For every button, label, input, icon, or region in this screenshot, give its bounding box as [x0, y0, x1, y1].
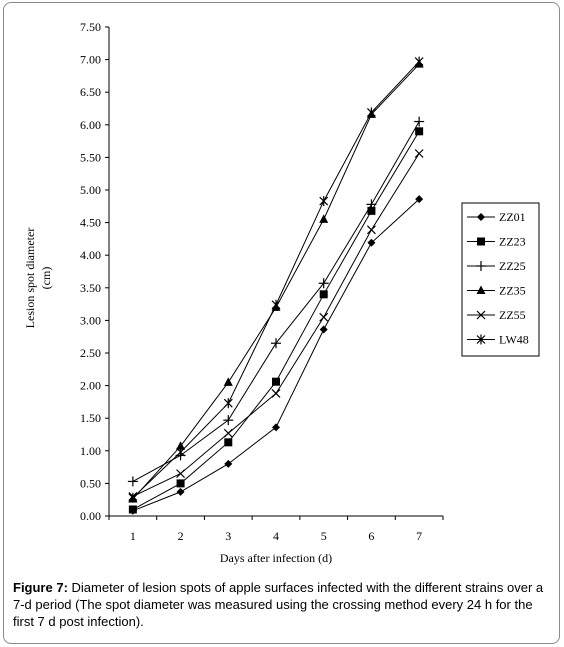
legend-marker-zz55: [476, 310, 486, 320]
series-line-zz35: [132, 63, 420, 500]
series-line-zz23: [132, 131, 420, 510]
data-point-zz01: [367, 238, 376, 247]
legend-label-zz01: ZZ01: [499, 210, 526, 224]
series-zz23: [128, 127, 424, 514]
y-axis-label: Lesion spot diameter: [23, 228, 37, 329]
data-point-zz23: [319, 290, 328, 299]
legend-label-zz55: ZZ55: [499, 308, 526, 322]
y-tick-label: 6.00: [80, 118, 101, 132]
series-line-zz01: [132, 198, 420, 512]
legend-marker-zz01: [477, 213, 485, 221]
data-point-zz35: [223, 377, 233, 386]
data-point-zz01: [176, 487, 185, 496]
data-point-zz23: [272, 377, 280, 386]
x-axis-ticks: 1 2 3 4 5 6 7: [108, 516, 444, 543]
legend-marker-zz23: [477, 237, 485, 246]
x-tick-label: 6: [368, 529, 374, 543]
data-point-zz35: [319, 214, 329, 223]
data-point-zz23: [128, 505, 137, 514]
y-tick-label: 5.00: [80, 183, 101, 197]
data-point-zz55: [367, 225, 376, 235]
legend-item-zz01: ZZ01: [467, 210, 526, 224]
legend-item-zz35: ZZ35: [467, 284, 526, 298]
y-tick-label: 1.50: [80, 411, 101, 425]
y-tick-label: 0.00: [80, 509, 101, 523]
x-tick-label: 7: [416, 529, 422, 543]
x-tick-label: 5: [321, 529, 327, 543]
data-point-zz55: [414, 149, 424, 158]
legend-label-zz35: ZZ35: [499, 284, 526, 298]
y-tick-label: 7.00: [80, 53, 101, 67]
x-tick-label: 2: [178, 529, 184, 543]
data-point-lw48: [319, 196, 329, 207]
series-zz01: [128, 195, 424, 515]
legend-item-zz23: ZZ23: [467, 235, 526, 249]
x-tick-label: 4: [273, 529, 279, 543]
y-tick-label: 4.50: [80, 216, 101, 230]
series-line-lw48: [132, 61, 420, 499]
y-tick-label: 4.00: [80, 248, 101, 262]
series-zz55: [128, 149, 424, 501]
y-tick-label: 3.50: [80, 281, 101, 295]
data-point-zz25: [318, 278, 329, 289]
chart-axes: [108, 27, 443, 517]
data-point-lw48: [128, 492, 138, 503]
legend: ZZ01 ZZ23 ZZ25 ZZ35 ZZ55 LW48: [461, 202, 540, 357]
data-point-zz23: [224, 438, 233, 447]
data-point-lw48: [176, 447, 185, 458]
legend-marker-zz35: [476, 285, 486, 294]
y-axis-ticks: 0.00 0.50 1.00 1.50 2.00 2.50 3.00 3.50 4.00 4.50…: [80, 20, 109, 523]
data-point-zz55: [271, 388, 281, 398]
series-lw48: [128, 56, 424, 503]
data-point-zz01: [272, 423, 280, 432]
legend-item-lw48: LW48: [467, 333, 529, 347]
data-point-lw48: [271, 299, 281, 310]
data-point-zz25: [366, 199, 377, 210]
data-point-zz01: [224, 459, 233, 468]
data-point-zz25: [127, 476, 138, 487]
x-tick-label: 1: [130, 529, 136, 543]
caption-text: Diameter of lesion spots of apple surfac…: [13, 580, 544, 629]
legend-label-zz25: ZZ25: [499, 259, 526, 273]
data-point-zz55: [319, 312, 329, 322]
y-tick-label: 6.50: [80, 85, 101, 99]
data-point-lw48: [223, 398, 233, 409]
legend-marker-zz25: [476, 261, 486, 271]
y-tick-label: 3.00: [80, 313, 101, 327]
data-point-zz25: [271, 338, 281, 349]
y-tick-label: 1.00: [80, 444, 101, 458]
data-point-lw48: [367, 107, 376, 118]
y-tick-label: 2.00: [80, 379, 101, 393]
data-point-zz55: [176, 469, 185, 479]
data-point-zz35: [176, 441, 186, 450]
data-point-zz25: [223, 415, 234, 426]
x-axis-label: Days after infection (d): [220, 551, 332, 565]
data-point-zz01: [319, 325, 328, 334]
data-point-lw48: [414, 56, 424, 67]
chart-series: [127, 56, 425, 515]
legend-item-zz25: ZZ25: [467, 259, 526, 273]
data-point-zz23: [415, 127, 424, 136]
y-tick-label: 5.50: [80, 150, 101, 164]
data-point-zz23: [367, 206, 376, 215]
legend-box: [461, 202, 540, 357]
data-point-zz55: [223, 428, 233, 438]
figure-label: Figure 7:: [13, 580, 68, 595]
legend-item-zz55: ZZ55: [467, 308, 526, 322]
data-point-zz23: [176, 479, 185, 488]
y-tick-label: 0.50: [80, 476, 101, 490]
legend-label-zz23: ZZ23: [499, 235, 526, 249]
y-tick-label: 2.50: [80, 346, 101, 360]
data-point-zz25: [414, 116, 425, 127]
legend-marker-lw48: [476, 334, 486, 345]
line-chart: 0.00 0.50 1.00 1.50 2.00 2.50 3.00 3.50 4.00 4.50…: [23, 20, 540, 565]
series-zz35: [128, 59, 424, 503]
data-point-zz01: [415, 195, 424, 204]
y-tick-label: 7.50: [80, 20, 101, 34]
y-axis-label-unit: (cm): [39, 267, 53, 290]
legend-label-lw48: LW48: [499, 333, 529, 347]
x-tick-label: 3: [225, 529, 231, 543]
figure-caption: Figure 7: Diameter of lesion spots of ap…: [13, 579, 549, 630]
